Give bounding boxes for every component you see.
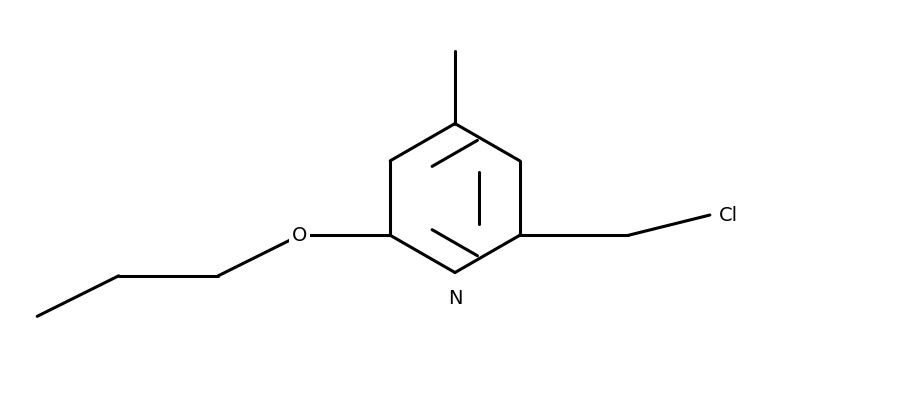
Text: Cl: Cl: [719, 206, 738, 224]
Text: N: N: [448, 289, 462, 308]
Text: O: O: [292, 226, 308, 245]
